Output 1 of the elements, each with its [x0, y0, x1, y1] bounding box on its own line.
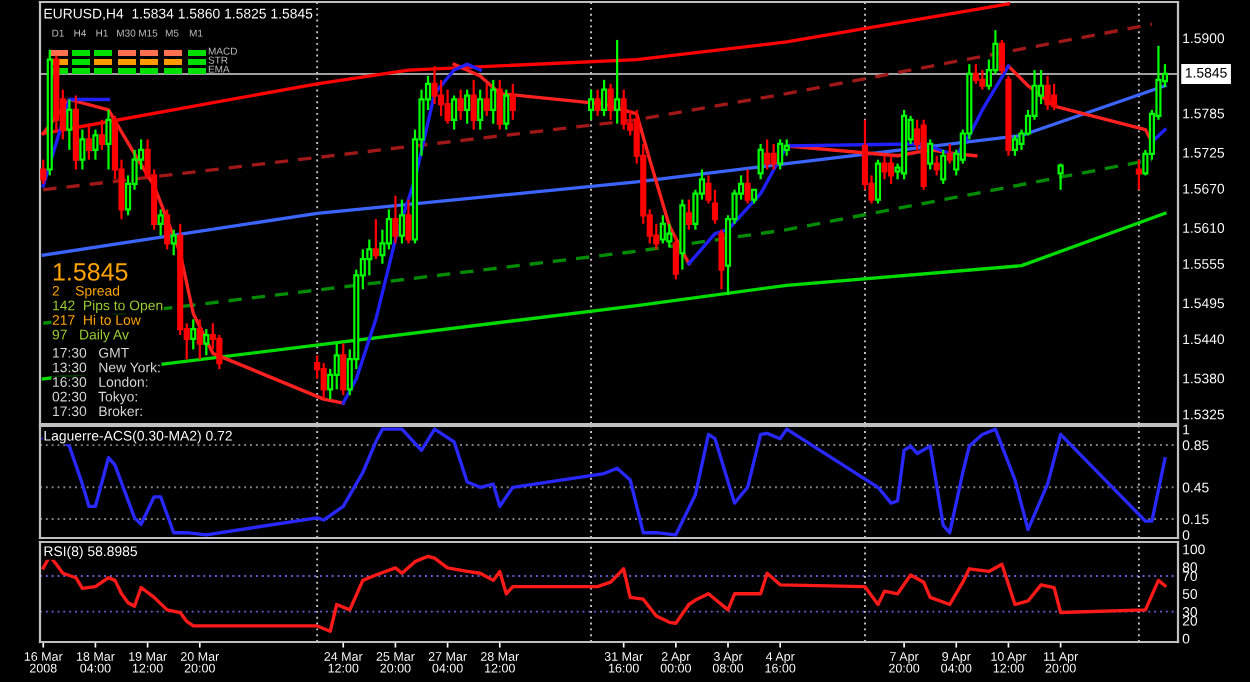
annotation: 1.5845 [53, 263, 128, 281]
